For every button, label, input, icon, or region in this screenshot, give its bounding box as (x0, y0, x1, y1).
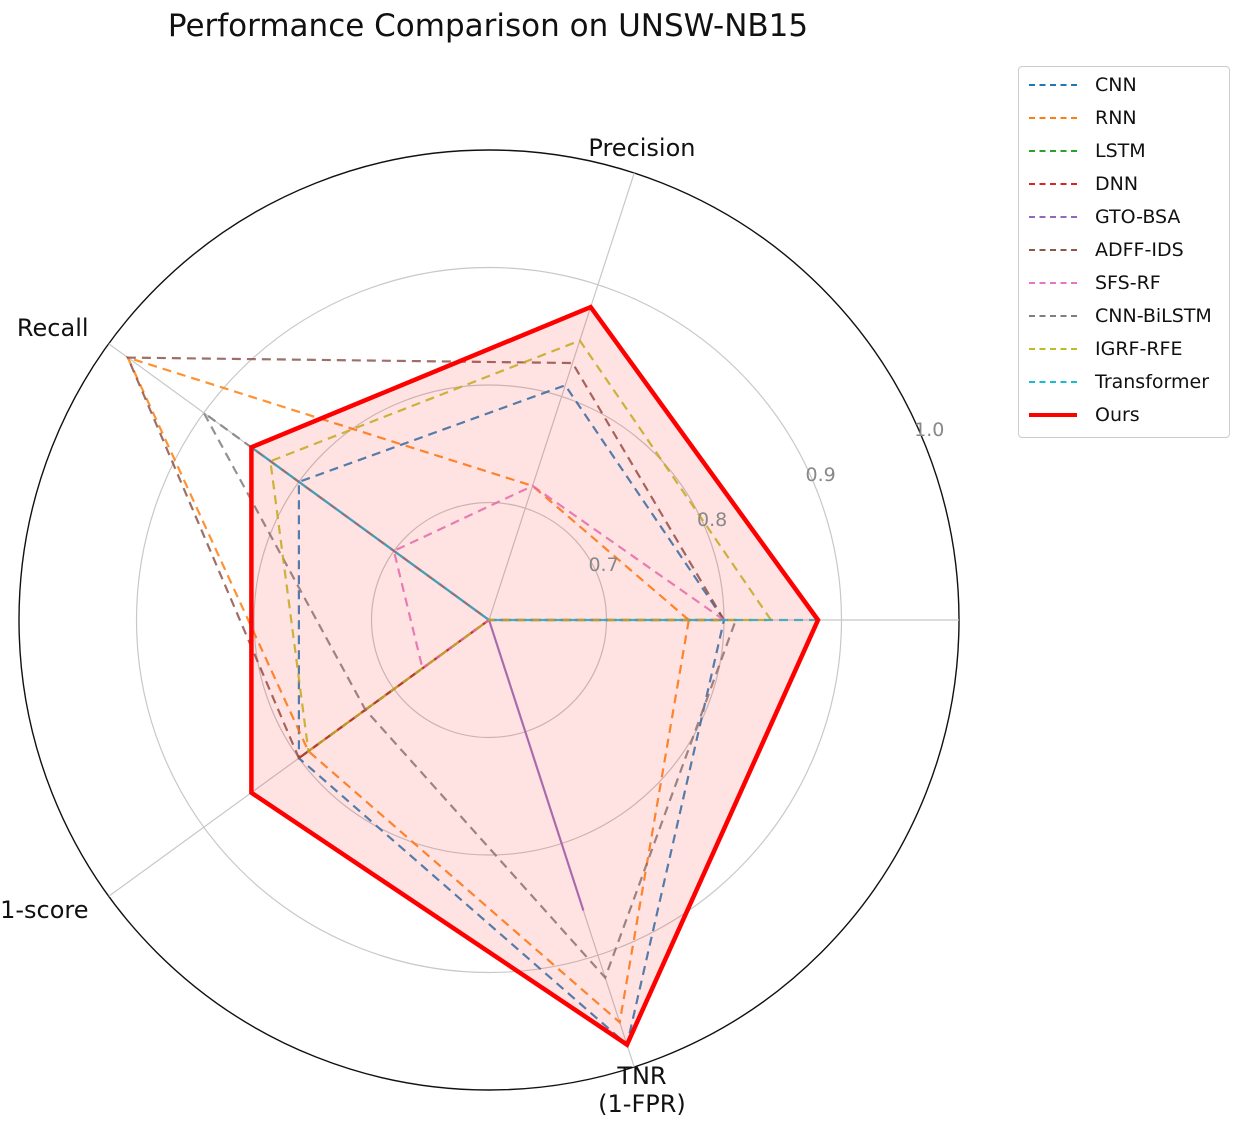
legend-item-lstm: LSTM (1029, 136, 1146, 166)
radar-series (125, 304, 821, 1048)
tick-label-3: 0.9 (806, 464, 836, 486)
axis-labels: AccuracyPrecisionRecallF1-scoreTNR(1-FPR… (0, 134, 696, 1118)
tick-label-2: 0.8 (697, 509, 727, 531)
legend-label: CNN-BiLSTM (1095, 305, 1212, 327)
legend: CNN RNN LSTM DNN GTO-BSA ADFF-IDS SFS-RF CNN-Bi… (1018, 66, 1230, 438)
legend-swatch (1029, 249, 1077, 251)
chart-title: Performance Comparison on UNSW-NB15 (167, 8, 809, 44)
series-line-adff-ids (126, 356, 726, 760)
legend-item-cnn-bilstm: CNN-BiLSTM (1029, 301, 1212, 331)
legend-swatch (1029, 282, 1077, 284)
legend-swatch (1029, 315, 1077, 317)
series-fill-ours (251, 307, 818, 1045)
axis-label-4: F1-score (0, 896, 89, 924)
legend-item-igrf-rfe: IGRF-RFE (1029, 334, 1182, 364)
legend-swatch (1029, 348, 1077, 350)
legend-label: Ours (1095, 404, 1140, 426)
legend-swatch (1029, 413, 1077, 417)
legend-swatch (1029, 84, 1077, 86)
legend-label: RNN (1095, 107, 1137, 129)
legend-label: Transformer (1095, 371, 1210, 393)
legend-swatch (1029, 216, 1077, 218)
legend-item-sfs-rf: SFS-RF (1029, 268, 1161, 298)
legend-swatch (1029, 183, 1077, 185)
spoke-line (488, 172, 635, 621)
legend-item-dnn: DNN (1029, 169, 1138, 199)
tick-label-1: 0.7 (588, 554, 618, 576)
legend-item-adff-ids: ADFF-IDS (1029, 235, 1184, 265)
legend-swatch (1029, 381, 1077, 383)
legend-swatch (1029, 150, 1077, 152)
legend-swatch (1029, 117, 1077, 119)
legend-label: SFS-RF (1095, 272, 1161, 294)
series-line-rnn (125, 355, 690, 1025)
axis-label-5: TNR (1-FPR) (598, 1062, 686, 1118)
tick-label-4: 1.0 (914, 419, 944, 441)
series-line-igrf-rfe (269, 339, 774, 754)
series-line-ours (249, 304, 821, 1048)
legend-item-transformer: Transformer (1029, 367, 1209, 397)
legend-label: ADFF-IDS (1095, 239, 1184, 261)
radar-chart: AccuracyPrecisionRecallF1-scoreTNR(1-FPR… (0, 134, 960, 1118)
legend-label: DNN (1095, 173, 1139, 195)
legend-label: CNN (1095, 74, 1137, 96)
radial-tick-labels: 0.7 0.8 0.9 1.0 (588, 419, 944, 576)
legend-item-rnn: RNN (1029, 103, 1137, 133)
series-line-cnn (297, 383, 726, 1047)
legend-item-cnn: CNN (1029, 70, 1137, 100)
axis-label-3: Recall (17, 314, 89, 342)
axis-label-2: Precision (588, 134, 695, 162)
legend-item-gto-bsa: GTO-BSA (1029, 202, 1180, 232)
legend-label: GTO-BSA (1095, 206, 1181, 228)
legend-label: IGRF-RFE (1095, 338, 1183, 360)
legend-label: LSTM (1095, 140, 1146, 162)
legend-item-ours: Ours (1029, 400, 1140, 430)
